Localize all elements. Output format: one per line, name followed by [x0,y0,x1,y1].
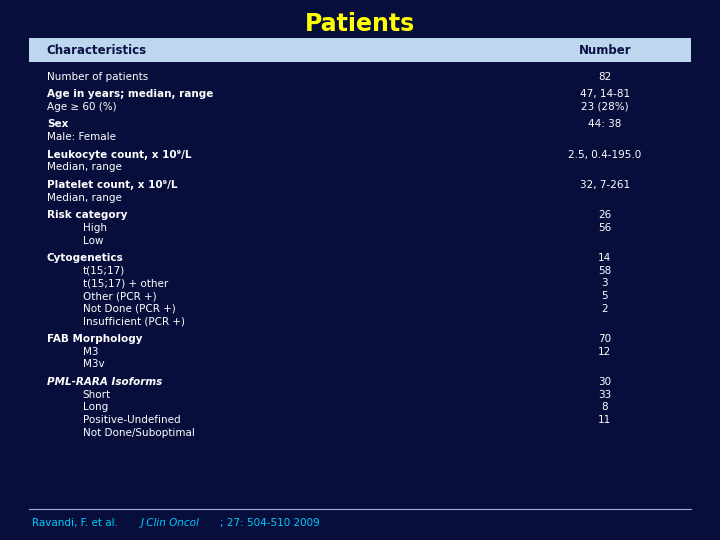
Text: FAB Morphology: FAB Morphology [47,334,143,344]
Text: Characteristics: Characteristics [47,44,147,57]
Text: ; 27: 504-510 2009: ; 27: 504-510 2009 [220,518,320,528]
Text: Median, range: Median, range [47,163,122,172]
Text: Leukocyte count, x 10⁹/L: Leukocyte count, x 10⁹/L [47,150,192,160]
Text: Long: Long [83,402,108,413]
Text: 56: 56 [598,223,611,233]
Text: 3: 3 [601,279,608,288]
Text: Median, range: Median, range [47,193,122,202]
Text: 26: 26 [598,210,611,220]
Text: 5: 5 [601,291,608,301]
Text: J Clin Oncol: J Clin Oncol [140,518,199,528]
Text: 33: 33 [598,390,611,400]
Text: Not Done (PCR +): Not Done (PCR +) [83,304,176,314]
Text: 11: 11 [598,415,611,425]
Text: Low: Low [83,235,103,246]
Text: t(15;17) + other: t(15;17) + other [83,279,168,288]
Text: 32, 7-261: 32, 7-261 [580,180,630,190]
Text: 23 (28%): 23 (28%) [581,102,629,112]
Text: M3v: M3v [83,360,104,369]
Text: t(15;17): t(15;17) [83,266,125,276]
Text: 44: 38: 44: 38 [588,119,621,130]
Text: Platelet count, x 10⁹/L: Platelet count, x 10⁹/L [47,180,177,190]
Text: Not Done/Suboptimal: Not Done/Suboptimal [83,428,194,438]
Text: 47, 14-81: 47, 14-81 [580,89,630,99]
Text: 58: 58 [598,266,611,276]
Text: 8: 8 [601,402,608,413]
Text: Cytogenetics: Cytogenetics [47,253,124,263]
Text: 30: 30 [598,377,611,387]
Text: PML-RARA Isoforms: PML-RARA Isoforms [47,377,162,387]
Text: 2: 2 [601,304,608,314]
Text: Other (PCR +): Other (PCR +) [83,291,156,301]
Text: 70: 70 [598,334,611,344]
Text: Ravandi, F. et al.: Ravandi, F. et al. [32,518,122,528]
Text: 2.5, 0.4-195.0: 2.5, 0.4-195.0 [568,150,642,160]
Text: Age ≥ 60 (%): Age ≥ 60 (%) [47,102,117,112]
Text: High: High [83,223,107,233]
Text: 12: 12 [598,347,611,357]
Text: Number: Number [578,44,631,57]
Text: M3: M3 [83,347,99,357]
Text: Sex: Sex [47,119,68,130]
Text: Short: Short [83,390,111,400]
Text: 82: 82 [598,72,611,82]
Text: Patients: Patients [305,12,415,36]
Text: Risk category: Risk category [47,210,127,220]
Text: Male: Female: Male: Female [47,132,116,142]
Text: Insufficient (PCR +): Insufficient (PCR +) [83,316,185,327]
Text: 14: 14 [598,253,611,263]
FancyBboxPatch shape [29,38,691,62]
Text: Positive-Undefined: Positive-Undefined [83,415,181,425]
Text: Age in years; median, range: Age in years; median, range [47,89,213,99]
Text: Number of patients: Number of patients [47,72,148,82]
